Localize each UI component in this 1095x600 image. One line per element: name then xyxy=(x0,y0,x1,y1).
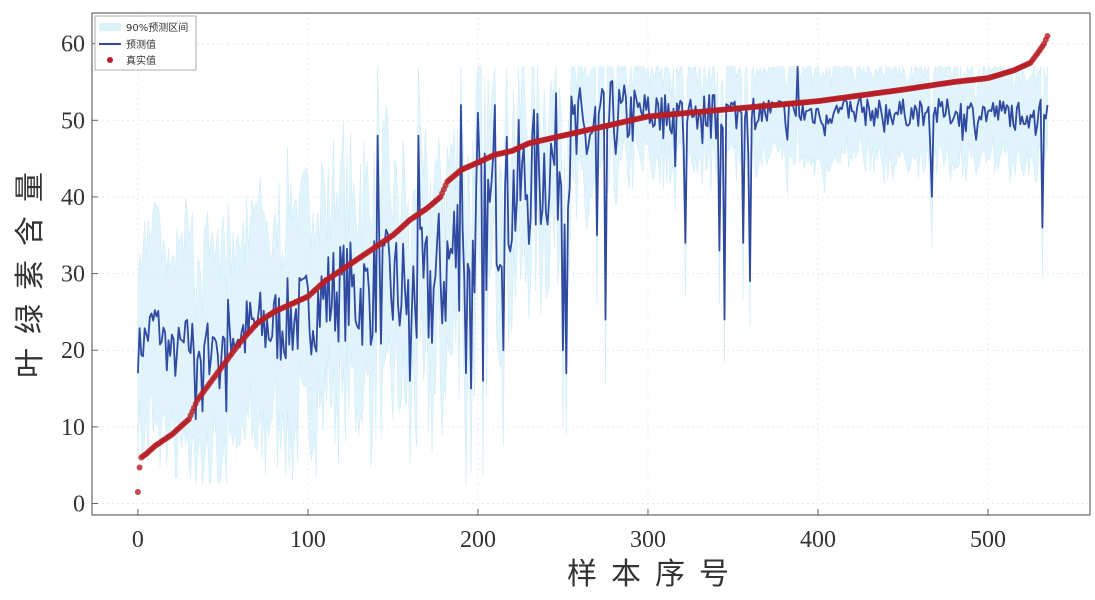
actual-point xyxy=(134,489,141,495)
x-tick-label: 100 xyxy=(290,527,326,553)
legend-label: 预测值 xyxy=(126,38,156,51)
x-tick-label: 400 xyxy=(800,527,836,553)
y-tick-label: 10 xyxy=(61,415,85,441)
x-tick-label: 500 xyxy=(970,527,1006,553)
y-axis-title: 叶绿素含量 xyxy=(13,158,48,378)
legend-label: 真实值 xyxy=(126,54,156,67)
y-tick-label: 60 xyxy=(61,32,85,58)
y-tick-label: 20 xyxy=(61,338,85,364)
y-tick-label: 50 xyxy=(61,108,85,134)
y-tick-label: 30 xyxy=(61,262,85,288)
actual-points xyxy=(134,33,1051,495)
y-tick-label: 40 xyxy=(61,185,85,211)
legend-swatch-point xyxy=(107,57,113,63)
legend-swatch-band xyxy=(99,23,121,31)
legend-label: 90%预测区间 xyxy=(126,21,188,34)
actual-point xyxy=(136,464,143,471)
x-tick-label: 0 xyxy=(132,527,144,553)
plot-frame xyxy=(91,12,1091,516)
y-tick-label: 0 xyxy=(73,492,85,518)
x-tick-label: 300 xyxy=(630,527,666,553)
axis-ticks: 0 10 20 30 40 50 60 0 100 200 300 400 500 xyxy=(61,32,1006,553)
x-axis-title: 样本序号 xyxy=(567,557,743,592)
actual-point xyxy=(1044,33,1051,39)
x-tick-label: 200 xyxy=(460,527,496,553)
